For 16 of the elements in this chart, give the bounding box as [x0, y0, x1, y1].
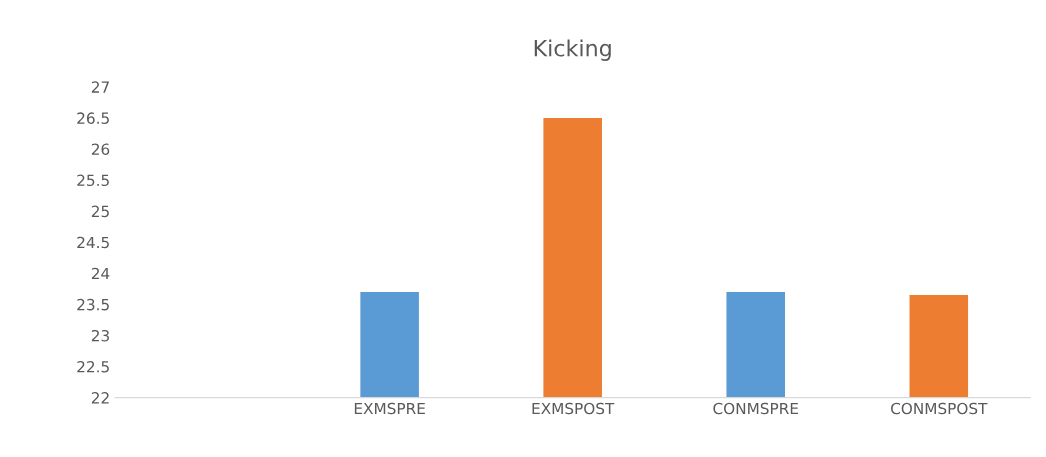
y-tick-label: 25 — [91, 205, 109, 218]
y-tick-label: 25.5 — [77, 174, 109, 187]
y-tick-label: 23.5 — [77, 298, 109, 311]
x-tick-label: CONMSPRE — [713, 402, 798, 415]
y-tick-label: 27 — [91, 81, 109, 93]
chart-title: Kicking — [534, 39, 611, 61]
y-tick-label: 22 — [91, 392, 109, 404]
x-tick-label: EXMSPOST — [532, 402, 615, 415]
x-tick-label: EXMSPRE — [354, 402, 425, 415]
y-tick-label: 26.5 — [77, 112, 109, 124]
y-tick-label: 24.5 — [77, 236, 109, 249]
x-tick-label: CONMSPOST — [891, 402, 988, 415]
y-tick-label: 22.5 — [77, 360, 109, 373]
y-tick-label: 23 — [91, 329, 109, 342]
y-tick-label: 26 — [91, 143, 110, 155]
y-tick-label: 24 — [91, 267, 110, 280]
